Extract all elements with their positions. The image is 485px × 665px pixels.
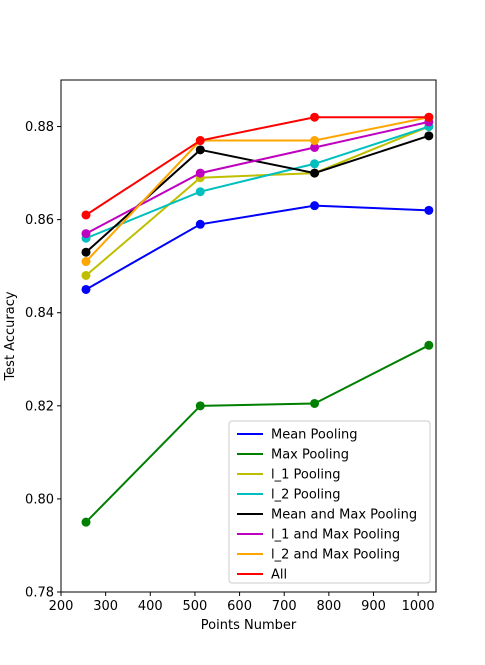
legend-item: All — [237, 568, 287, 583]
legend-label: l_2 and Max Pooling — [271, 548, 400, 563]
y-tick-label: 0.82 — [25, 399, 54, 414]
y-tick-label: 0.78 — [25, 586, 54, 601]
series-max-pooling — [81, 340, 434, 527]
legend-label: l_1 and Max Pooling — [271, 528, 400, 543]
legend-label: Mean Pooling — [271, 428, 358, 443]
series-line — [85, 116, 429, 216]
x-axis-label: Points Number — [201, 618, 297, 633]
data-point — [195, 136, 205, 146]
data-point — [195, 168, 205, 178]
data-point — [81, 270, 91, 280]
x-tick-label: 700 — [272, 599, 297, 614]
legend: Mean Pooling Max Pooling l_1 Pooling l_2 Po… — [228, 420, 431, 584]
x-axis-ticks: 200 300 400 500 600 700 800 900 1000 — [49, 592, 435, 614]
legend-label: Max Pooling — [271, 448, 349, 463]
series-line — [85, 116, 430, 263]
legend-item: l_2 Pooling — [237, 488, 341, 503]
data-point — [81, 257, 91, 267]
legend-item: l_1 and Max Pooling — [237, 528, 400, 543]
x-tick-label: 400 — [138, 599, 163, 614]
data-point — [81, 210, 91, 220]
x-tick-label: 200 — [49, 599, 74, 614]
plot-frame — [60, 79, 437, 593]
series-l-1-pooling — [81, 122, 434, 280]
series-line — [85, 204, 429, 291]
series-l-2-and-max-pooling — [81, 112, 434, 267]
series-line — [85, 344, 430, 523]
data-point — [81, 517, 91, 527]
legend-item: Mean Pooling — [237, 428, 358, 443]
x-tick-label: 900 — [361, 599, 386, 614]
data-point — [81, 247, 91, 257]
y-tick-label: 0.86 — [25, 213, 54, 228]
series-mean-pooling — [81, 201, 434, 294]
data-point — [310, 168, 320, 178]
y-tick-label: 0.84 — [25, 306, 54, 321]
data-point — [424, 205, 434, 215]
series-all — [81, 112, 434, 220]
x-tick-label: 1000 — [402, 599, 435, 614]
data-point — [81, 229, 91, 239]
legend-label: Mean and Max Pooling — [271, 508, 417, 523]
data-point — [310, 112, 320, 122]
y-axis-ticks: 0.78 0.80 0.82 0.84 0.86 0.88 — [25, 120, 61, 601]
data-point — [195, 401, 205, 411]
series-line — [85, 120, 430, 235]
legend-label: l_1 Pooling — [271, 468, 341, 483]
data-point — [195, 145, 205, 155]
data-point — [195, 187, 205, 197]
legend-item: Mean and Max Pooling — [237, 508, 417, 523]
data-point — [310, 136, 320, 146]
series-line — [85, 125, 430, 277]
x-tick-label: 800 — [316, 599, 341, 614]
x-tick-label: 300 — [93, 599, 118, 614]
data-point — [195, 219, 205, 229]
legend-label: All — [271, 568, 287, 583]
series-line — [85, 125, 430, 240]
legend-box — [228, 420, 431, 584]
legend-item: l_1 Pooling — [237, 468, 341, 483]
legend-item: l_2 and Max Pooling — [237, 548, 400, 563]
data-point — [310, 201, 320, 211]
data-point — [424, 131, 434, 141]
y-tick-label: 0.80 — [25, 492, 54, 507]
data-point — [81, 284, 91, 294]
legend-item: Max Pooling — [237, 448, 349, 463]
x-tick-label: 600 — [227, 599, 252, 614]
data-point — [424, 340, 434, 350]
x-tick-label: 500 — [183, 599, 208, 614]
series-line — [85, 134, 430, 253]
data-point — [310, 142, 320, 152]
data-point — [424, 112, 434, 122]
data-point — [310, 398, 320, 408]
series-mean-and-max-pooling — [81, 131, 434, 257]
y-tick-label: 0.88 — [25, 120, 54, 135]
data-point — [310, 159, 320, 169]
y-axis-label: Test Accuracy — [3, 291, 18, 381]
legend-label: l_2 Pooling — [271, 488, 341, 503]
series-layer — [81, 112, 434, 527]
